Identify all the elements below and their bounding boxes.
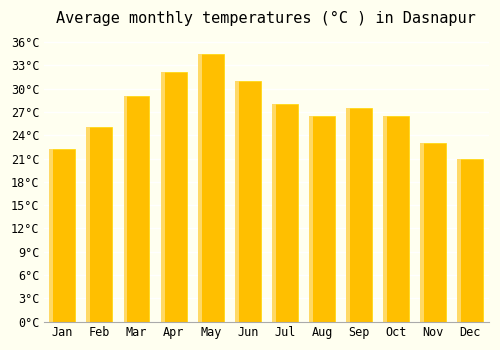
Bar bbox=[124, 96, 128, 322]
Bar bbox=[235, 81, 238, 322]
Title: Average monthly temperatures (°C ) in Dasnapur: Average monthly temperatures (°C ) in Da… bbox=[56, 11, 476, 26]
Bar bbox=[198, 54, 224, 322]
Bar bbox=[50, 149, 53, 322]
Bar bbox=[420, 143, 446, 322]
Bar bbox=[50, 149, 76, 322]
Bar bbox=[160, 71, 164, 322]
Bar bbox=[124, 96, 150, 322]
Bar bbox=[346, 108, 372, 322]
Bar bbox=[86, 127, 90, 322]
Bar bbox=[383, 116, 387, 322]
Bar bbox=[272, 104, 276, 322]
Bar bbox=[458, 159, 483, 322]
Bar bbox=[383, 116, 409, 322]
Bar bbox=[86, 127, 113, 322]
Bar bbox=[272, 104, 298, 322]
Bar bbox=[458, 159, 462, 322]
Bar bbox=[198, 54, 202, 322]
Bar bbox=[160, 71, 186, 322]
Bar bbox=[346, 108, 350, 322]
Bar bbox=[420, 143, 424, 322]
Bar bbox=[309, 116, 313, 322]
Bar bbox=[235, 81, 261, 322]
Bar bbox=[309, 116, 335, 322]
